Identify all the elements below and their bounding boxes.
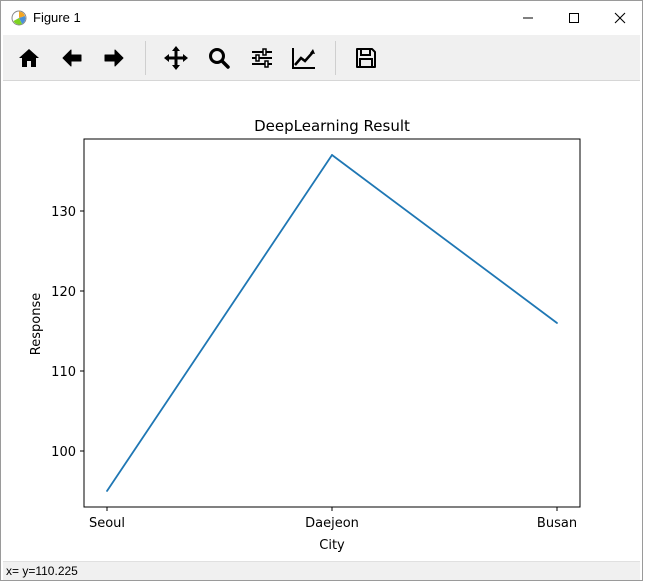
toolbar-separator	[145, 41, 146, 75]
y-tick-label: 130	[51, 205, 76, 220]
chart-title: DeepLearning Result	[254, 117, 410, 135]
maximize-icon	[569, 13, 579, 23]
y-tick-label: 110	[51, 365, 76, 380]
x-tick-label: Seoul	[89, 516, 125, 531]
data-point	[331, 154, 333, 156]
home-button[interactable]	[12, 41, 46, 75]
data-point	[556, 322, 558, 324]
figure-canvas[interactable]: DeepLearning Result Seoul Daejeon Busan 10…	[3, 81, 640, 561]
close-icon	[614, 12, 626, 24]
x-axis-label: City	[319, 538, 345, 553]
x-tick-label: Busan	[537, 516, 577, 531]
arrow-right-icon	[104, 49, 124, 67]
x-axis: Seoul Daejeon Busan	[89, 507, 577, 531]
floppy-disk-icon	[356, 48, 376, 68]
window-title: Figure 1	[33, 10, 81, 25]
toolbar-separator	[335, 41, 336, 75]
forward-button[interactable]	[97, 41, 131, 75]
x-tick-label: Daejeon	[305, 516, 359, 531]
sliders-icon	[252, 48, 272, 68]
line-chart-icon	[292, 48, 315, 69]
minimize-icon	[523, 17, 533, 19]
magnifier-icon	[209, 48, 230, 69]
data-point	[106, 490, 108, 492]
save-button[interactable]	[349, 41, 383, 75]
maximize-button[interactable]	[551, 1, 597, 35]
y-axis: 100 110 120 130	[51, 205, 84, 460]
move-icon	[164, 46, 188, 70]
y-axis-label: Response	[29, 293, 44, 355]
pan-button[interactable]	[159, 41, 193, 75]
back-button[interactable]	[55, 41, 89, 75]
minimize-button[interactable]	[505, 1, 551, 35]
y-tick-label: 100	[51, 445, 76, 460]
y-tick-label: 120	[51, 285, 76, 300]
coordinate-readout: x= y=110.225	[6, 564, 78, 578]
arrow-left-icon	[62, 49, 82, 67]
matplotlib-app-icon	[11, 10, 27, 26]
line-chart: DeepLearning Result Seoul Daejeon Busan 10…	[29, 117, 581, 553]
plot-area	[83, 138, 581, 508]
zoom-button[interactable]	[202, 41, 236, 75]
configure-subplots-button[interactable]	[245, 41, 279, 75]
edit-axes-button[interactable]	[287, 41, 321, 75]
navigation-toolbar	[3, 35, 640, 81]
title-bar[interactable]: Figure 1	[1, 1, 642, 35]
status-bar: x= y=110.225	[3, 561, 640, 580]
close-button[interactable]	[597, 1, 643, 35]
home-icon	[19, 49, 39, 67]
series-group	[106, 154, 558, 492]
